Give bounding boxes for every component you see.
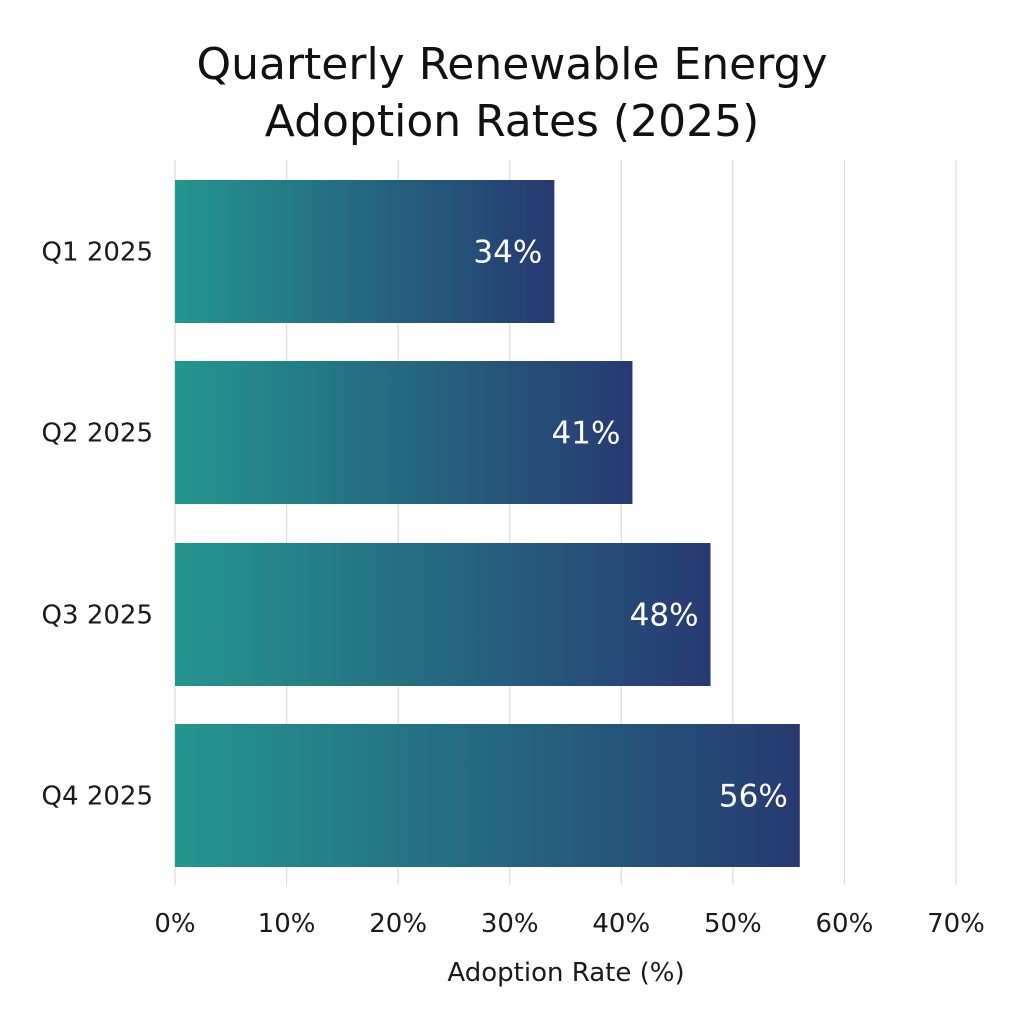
- category-label: Q3 2025: [42, 601, 153, 631]
- x-tick-label: 20%: [369, 909, 427, 939]
- bar: [175, 180, 555, 323]
- x-tick-label: 0%: [154, 909, 195, 939]
- bar: [175, 724, 800, 867]
- chart-title: Quarterly Renewable Energy Adoption Rate…: [0, 36, 1024, 150]
- bar-value-label: 48%: [630, 598, 699, 634]
- x-tick-label: 50%: [704, 909, 762, 939]
- x-axis-ticks: 0% 10% 20% 30% 40% 50% 60% 70%: [154, 909, 985, 939]
- x-tick-label: 40%: [592, 909, 650, 939]
- bar-value-label: 34%: [473, 235, 542, 271]
- bars: 34% 41% 48% 56%: [175, 180, 800, 867]
- x-tick-label: 70%: [927, 909, 985, 939]
- bar: [175, 361, 633, 504]
- x-tick-label: 10%: [258, 909, 316, 939]
- y-axis-categories: Q1 2025 Q2 2025 Q3 2025 Q4 2025: [42, 238, 153, 812]
- chart-title-line-1: Quarterly Renewable Energy: [196, 39, 828, 90]
- x-tick-label: 60%: [816, 909, 874, 939]
- category-label: Q4 2025: [42, 782, 153, 812]
- category-label: Q2 2025: [42, 419, 153, 449]
- chart-title-line-2: Adoption Rates (2025): [264, 96, 760, 147]
- bar: [175, 543, 711, 686]
- x-axis-label: Adoption Rate (%): [447, 958, 684, 988]
- category-label: Q1 2025: [42, 238, 153, 268]
- bar-value-label: 41%: [552, 416, 621, 452]
- x-tick-label: 30%: [481, 909, 539, 939]
- bar-value-label: 56%: [719, 779, 788, 815]
